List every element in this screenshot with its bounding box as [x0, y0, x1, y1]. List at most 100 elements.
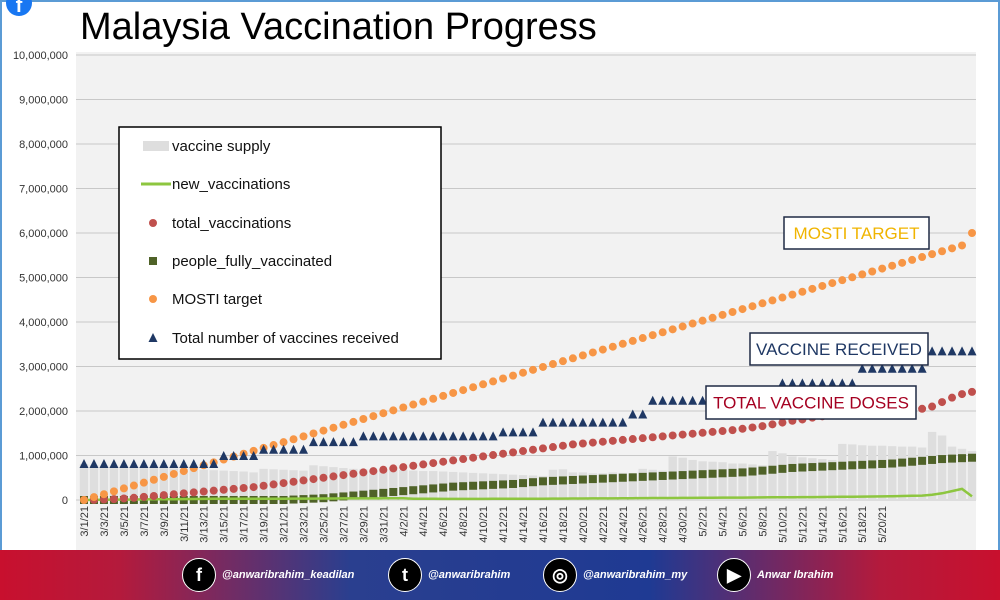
vaccines-received-point	[967, 346, 977, 356]
vaccines-received-point	[338, 437, 348, 447]
total-vaccinations-point	[708, 427, 717, 436]
people-fully-vaccinated-point	[618, 473, 627, 482]
people-fully-vaccinated-point	[858, 460, 867, 469]
total-vaccinations-point	[538, 444, 547, 453]
total-vaccinations-point	[748, 423, 757, 432]
vaccines-received-point	[897, 363, 907, 373]
social-youtube[interactable]: ▶ Anwar Ibrahim	[717, 558, 833, 592]
vaccines-received-point	[538, 417, 548, 427]
total-vaccinations-point	[768, 420, 777, 429]
vaccine-supply-bar	[708, 461, 717, 500]
people-fully-vaccinated-point	[718, 469, 727, 478]
people-fully-vaccinated-point	[409, 486, 418, 495]
vaccines-received-point	[648, 395, 658, 405]
vaccine-supply-bar	[548, 469, 558, 500]
people-fully-vaccinated-point	[399, 487, 408, 496]
people-fully-vaccinated-point	[638, 472, 647, 481]
total-vaccinations-point	[648, 433, 657, 442]
new-vaccinations-series	[83, 487, 973, 502]
x-tick-label: 4/8/21	[458, 506, 470, 537]
mosti-target-point	[828, 279, 837, 288]
vaccine-supply-bar	[897, 446, 907, 500]
people-fully-vaccinated-point	[349, 491, 358, 500]
people-fully-vaccinated-point	[918, 456, 927, 465]
legend-label: vaccine supply	[172, 138, 271, 155]
people-fully-vaccinated-point	[798, 463, 807, 472]
people-fully-vaccinated-point	[848, 461, 857, 470]
total-vaccinations-point	[528, 445, 537, 454]
people-fully-vaccinated-point	[608, 474, 617, 483]
vaccines-received-point	[588, 417, 598, 427]
vaccines-received-point	[578, 417, 588, 427]
legend-label: new_vaccinations	[172, 176, 290, 193]
mosti-target-point	[249, 446, 258, 455]
total-vaccinations-point	[339, 471, 348, 480]
total-vaccinations-point	[509, 448, 518, 457]
total-vaccinations-point	[249, 483, 258, 492]
x-tick-label: 3/23/21	[299, 506, 311, 543]
vaccines-received-point	[458, 431, 468, 441]
people-fully-vaccinated-point	[668, 471, 677, 480]
total-vaccinations-point	[618, 435, 627, 444]
vaccines-received-point	[408, 431, 418, 441]
y-tick-label: 8,000,000	[19, 139, 68, 151]
total-vaccinations-point	[169, 490, 178, 499]
mosti-target-point	[499, 374, 508, 383]
social-facebook[interactable]: f @anwaribrahim_keadilan	[182, 558, 354, 592]
people-fully-vaccinated-point	[598, 474, 607, 483]
mosti-target-point	[169, 469, 178, 478]
people-fully-vaccinated-point	[259, 496, 268, 504]
vaccines-received-point	[558, 417, 568, 427]
vaccines-received-point	[189, 458, 199, 468]
people-fully-vaccinated-point	[828, 462, 837, 471]
mosti-target-point	[648, 331, 657, 340]
vaccines-received-point	[219, 450, 229, 460]
social-instagram[interactable]: ◎ @anwaribrahim_my	[543, 558, 687, 592]
mosti-target-point	[928, 250, 937, 259]
people-fully-vaccinated-point	[658, 471, 667, 480]
people-fully-vaccinated-point	[588, 475, 597, 484]
vaccine-supply-bar	[518, 475, 528, 500]
total-vaccinations-point	[419, 460, 428, 469]
x-tick-label: 3/29/21	[358, 506, 370, 543]
mosti-target-point	[429, 394, 438, 403]
mosti-target-point	[908, 255, 917, 264]
page-title: Malaysia Vaccination Progress	[80, 6, 597, 48]
vaccines-received-point	[628, 409, 638, 419]
vaccination-chart: 0 1,000,000 2,000,000 3,000,000 4,000,000 5,0…	[13, 50, 977, 550]
vaccines-received-point	[797, 378, 807, 388]
x-tick-label: 3/15/21	[219, 506, 231, 543]
x-tick-label: 4/10/21	[478, 506, 490, 543]
vaccines-received-point	[508, 427, 518, 437]
vaccine-supply-bar	[828, 459, 837, 500]
vaccine-supply-bar	[868, 445, 877, 500]
total-vaccinations-point	[918, 404, 927, 413]
mosti-target-point	[658, 328, 667, 337]
vaccines-received-point	[199, 458, 209, 468]
total-vaccinations-point	[489, 451, 498, 460]
vaccines-received-point	[229, 450, 239, 460]
instagram-icon: ◎	[543, 558, 577, 592]
vaccine-supply-bar	[159, 467, 169, 500]
vaccines-received-point	[857, 363, 867, 373]
people-fully-vaccinated-point	[379, 488, 388, 497]
people-fully-vaccinated-point	[678, 471, 687, 480]
social-twitter[interactable]: t @anwaribrahim	[388, 558, 510, 592]
mosti-target-point	[798, 287, 807, 296]
mosti-target-point	[918, 253, 927, 262]
x-tick-label: 4/16/21	[538, 506, 550, 543]
vaccines-received-point	[299, 444, 309, 454]
mosti-target-point	[528, 365, 537, 374]
vaccines-received-point	[817, 378, 827, 388]
annotation-label: MOSTI TARGET	[794, 224, 920, 243]
vaccine-supply-bar	[728, 463, 737, 500]
vaccine-supply-bar	[349, 468, 358, 500]
mosti-target-point	[109, 487, 118, 496]
people-fully-vaccinated-point	[449, 482, 458, 491]
vaccines-received-point	[498, 427, 508, 437]
mosti-target-point	[149, 475, 158, 484]
y-tick-label: 10,000,000	[13, 50, 68, 62]
total-vaccinations-point	[698, 428, 707, 437]
mosti-target-point	[80, 496, 88, 504]
chart-legend: vaccine supply new_vaccinations total_vacc…	[118, 126, 442, 360]
